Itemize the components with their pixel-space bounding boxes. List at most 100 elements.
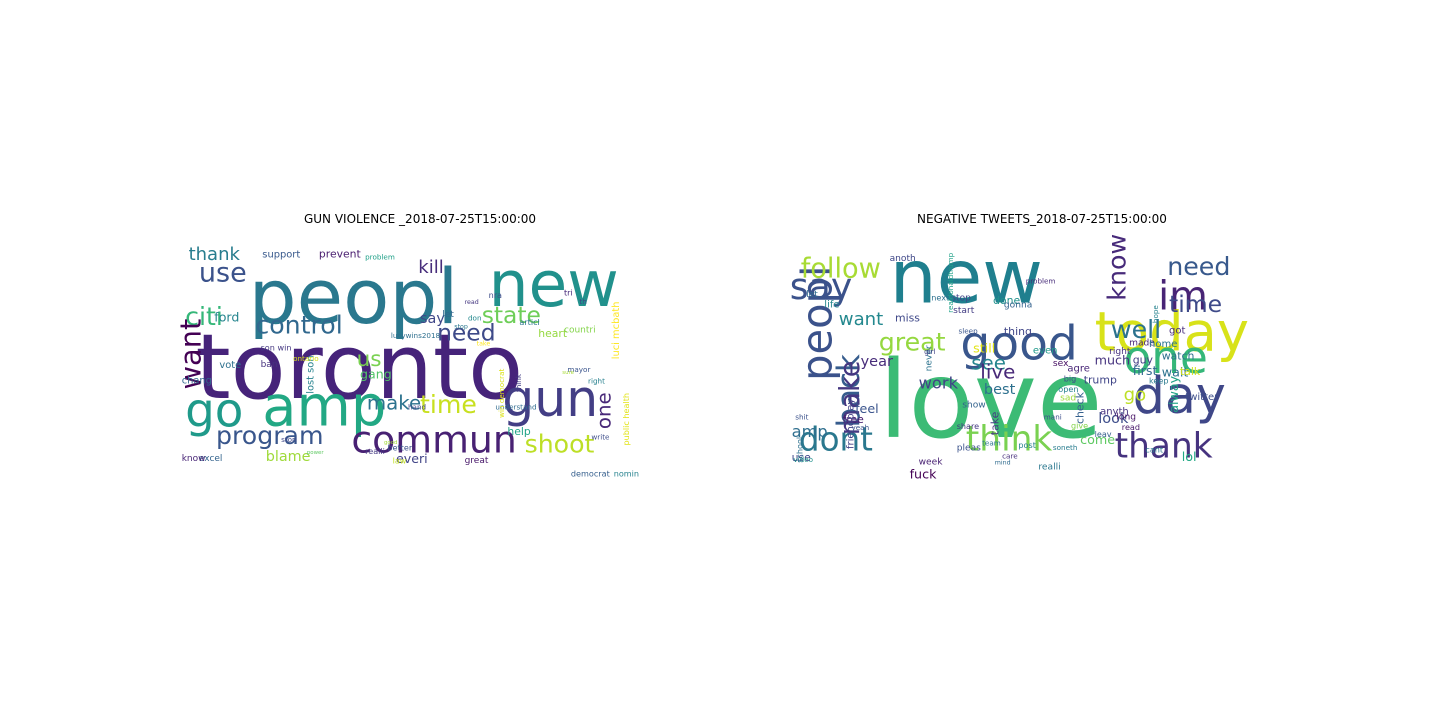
cloud-word: sad bbox=[1060, 394, 1076, 404]
cloud-word: blame bbox=[266, 449, 311, 465]
cloud-word: excel bbox=[199, 454, 223, 464]
cloud-word: son win bbox=[261, 343, 292, 353]
cloud-word: want bbox=[839, 309, 883, 330]
panel-title: GUN VIOLENCE _2018-07-25T15:00:00 bbox=[303, 212, 537, 226]
cloud-word: know bbox=[182, 454, 206, 464]
cloud-word: trump bbox=[1084, 373, 1117, 386]
cloud-word: best bbox=[984, 382, 1016, 398]
cloud-word: sleep bbox=[959, 326, 979, 335]
cloud-word: day bbox=[1133, 366, 1226, 425]
cloud-word: let bbox=[442, 310, 454, 320]
cloud-word: cant bbox=[1145, 444, 1163, 454]
cloud-word: think bbox=[966, 420, 1053, 460]
cloud-word: first bbox=[1133, 363, 1158, 378]
cloud-word: democrat bbox=[571, 469, 610, 479]
cloud-word: amp bbox=[262, 375, 386, 440]
cloud-word: take bbox=[989, 411, 1002, 435]
cloud-word: alway bbox=[1166, 375, 1181, 412]
cloud-word: thank bbox=[1115, 427, 1213, 467]
cloud-word: mani bbox=[1044, 413, 1062, 422]
cloud-word: anoth bbox=[890, 254, 916, 264]
cloud-word: live bbox=[980, 360, 1015, 383]
cloud-word: use bbox=[792, 451, 812, 464]
cloud-word: watch bbox=[1162, 349, 1195, 362]
cloud-word: give bbox=[1071, 420, 1088, 430]
cloud-word: year bbox=[861, 354, 893, 370]
cloud-word: ontario bbox=[293, 354, 319, 363]
cloud-word: peopl bbox=[793, 265, 842, 380]
cloud-word: problem bbox=[365, 252, 395, 261]
cloud-word: gonna bbox=[1004, 301, 1032, 311]
cloud-word: say bbox=[790, 265, 852, 308]
cloud-word: never bbox=[924, 345, 934, 371]
cloud-word: well bbox=[1111, 315, 1161, 344]
cloud-word: soneth bbox=[1053, 443, 1078, 452]
cloud-word: new bbox=[890, 234, 1043, 320]
cloud-word: time bbox=[420, 390, 477, 419]
cloud-word: shoot bbox=[525, 429, 595, 458]
cloud-word: realli bbox=[365, 446, 385, 456]
cloud-word: long bbox=[1116, 413, 1136, 423]
cloud-word: miss bbox=[895, 311, 920, 324]
cloud-word: week bbox=[919, 458, 944, 468]
cloud-word: problem bbox=[1026, 276, 1056, 285]
cloud-word: free bbox=[842, 413, 864, 426]
cloud-word: sure bbox=[562, 370, 574, 376]
cloud-word: heart bbox=[538, 327, 567, 340]
cloud-word: share bbox=[957, 421, 979, 431]
cloud-word: toronto bbox=[195, 315, 523, 420]
cloud-word: stop bbox=[454, 323, 468, 330]
cloud-word: don bbox=[468, 314, 482, 323]
cloud-word: today bbox=[1095, 301, 1249, 364]
cloud-word: agre bbox=[1067, 363, 1090, 374]
cloud-word: anyth bbox=[1100, 407, 1129, 418]
cloud-word: say bbox=[420, 311, 445, 327]
cloud-word: made bbox=[1129, 339, 1155, 349]
cloud-word: kill bbox=[418, 257, 443, 278]
cloud-word: make bbox=[367, 391, 421, 414]
cloud-word: articl bbox=[519, 317, 539, 327]
cloud-word: lol bbox=[1182, 449, 1197, 464]
cloud-word: prevent bbox=[319, 248, 361, 261]
cloud-word: thing bbox=[1004, 325, 1032, 338]
cloud-word: power bbox=[307, 450, 324, 456]
cloud-word: peopl bbox=[249, 253, 459, 341]
cloud-word: law bbox=[393, 456, 407, 466]
cloud-word: write bbox=[591, 433, 610, 442]
cloud-word: great bbox=[465, 456, 489, 466]
cloud-word: look bbox=[1098, 411, 1129, 427]
cloud-word: luci mcbath bbox=[611, 301, 622, 359]
cloud-word: read bbox=[1122, 422, 1140, 432]
cloud-word: hope bbox=[1151, 305, 1160, 324]
cloud-word: wait bbox=[1162, 365, 1189, 380]
cloud-word: time bbox=[1169, 290, 1222, 318]
cloud-word: win democrat bbox=[497, 368, 506, 417]
cloud-word: us bbox=[357, 347, 382, 372]
panel-title: NEGATIVE TWEETS_2018-07-25T15:00:00 bbox=[917, 212, 1167, 226]
cloud-word: take bbox=[477, 341, 491, 348]
cloud-word: right bbox=[1109, 347, 1131, 357]
cloud-word: guy bbox=[1133, 354, 1154, 367]
cloud-word: open bbox=[1058, 384, 1078, 394]
cloud-word: need bbox=[1167, 252, 1230, 281]
cloud-word: thank bbox=[189, 244, 241, 265]
cloud-word: amp bbox=[792, 422, 828, 441]
cloud-word: gang bbox=[360, 366, 392, 381]
cloud-word: use bbox=[199, 258, 247, 289]
cloud-word: good bbox=[384, 440, 397, 446]
cloud-word: program bbox=[216, 421, 324, 450]
cloud-word: realli bbox=[1038, 463, 1060, 473]
word-cloud: love new today day one good think thank dont peop… bbox=[788, 230, 1296, 480]
cloud-word: fuck bbox=[910, 466, 937, 480]
cloud-word: vote bbox=[219, 360, 241, 371]
cloud-word: done bbox=[993, 294, 1020, 307]
cloud-word: school bbox=[795, 437, 805, 463]
cloud-word: read bbox=[465, 299, 479, 306]
cloud-word: know bbox=[1103, 234, 1132, 301]
cloud-word: new bbox=[489, 248, 619, 321]
cloud-word: th bbox=[579, 297, 586, 306]
cloud-word: girl bbox=[924, 347, 936, 356]
cloud-word: sex bbox=[1053, 359, 1069, 369]
cloud-word: dont bbox=[799, 421, 873, 459]
